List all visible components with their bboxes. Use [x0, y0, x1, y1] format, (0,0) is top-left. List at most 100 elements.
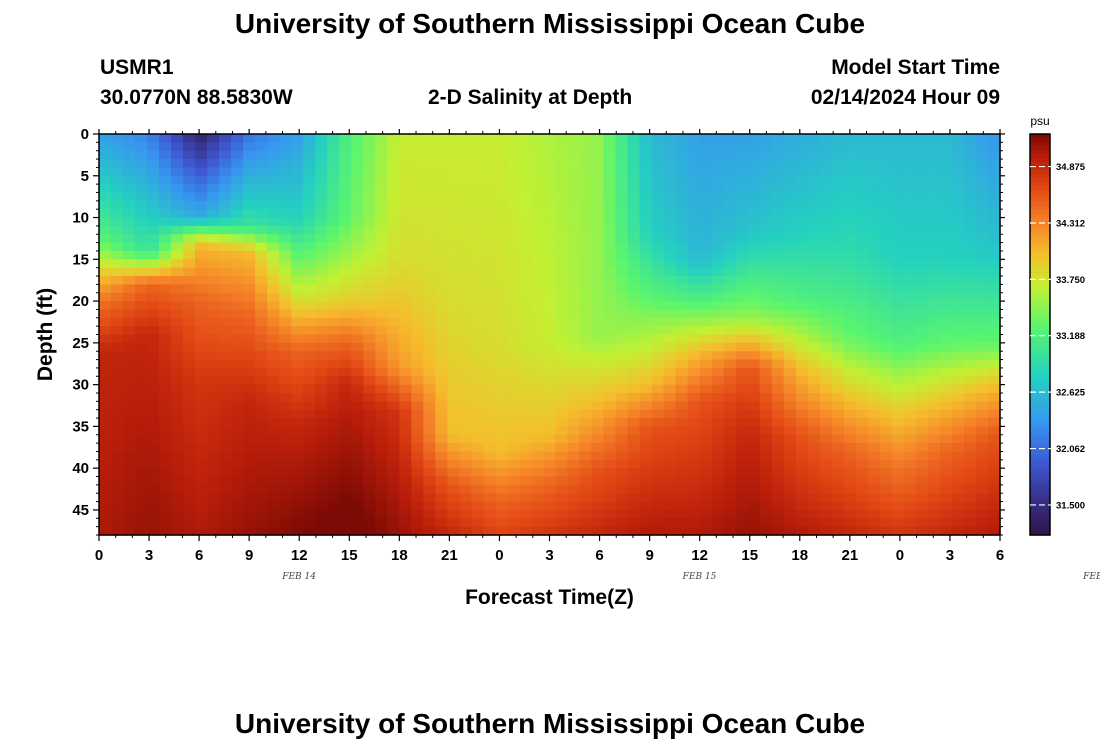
heatmap-cell — [399, 518, 412, 528]
heatmap-cell — [183, 309, 196, 319]
heatmap-cell — [363, 284, 376, 294]
heatmap-cell — [279, 309, 292, 319]
heatmap-cell — [579, 167, 593, 177]
heatmap-cell — [363, 342, 376, 352]
heatmap-cell — [591, 501, 605, 511]
heatmap-cell — [327, 518, 340, 528]
heatmap-cell — [123, 284, 136, 294]
heatmap-cell — [639, 150, 653, 160]
heatmap-cell — [435, 209, 448, 219]
y-tick-label: 15 — [72, 251, 89, 268]
heatmap-cell — [855, 150, 869, 160]
heatmap-cell — [711, 292, 725, 302]
heatmap-cell — [447, 150, 460, 160]
heatmap-cell — [279, 468, 292, 478]
heatmap-cell — [327, 234, 340, 244]
heatmap-cell — [243, 192, 256, 202]
heatmap-cell — [231, 200, 244, 210]
heatmap-cell — [663, 284, 677, 294]
heatmap-cell — [159, 392, 172, 402]
heatmap-cell — [591, 317, 605, 327]
heatmap-cell — [255, 418, 268, 427]
colorbar-swatch — [1030, 254, 1050, 259]
heatmap-cell — [267, 342, 280, 352]
heatmap-cell — [123, 250, 136, 260]
heatmap-cell — [363, 326, 376, 336]
heatmap-cell — [591, 217, 605, 227]
heatmap-cell — [171, 518, 184, 528]
heatmap-cell — [519, 150, 533, 160]
heatmap-cell — [99, 209, 112, 219]
heatmap-cell — [195, 468, 208, 478]
heatmap-cell — [903, 367, 917, 377]
heatmap-cell — [795, 476, 809, 486]
heatmap-cell — [375, 509, 388, 519]
heatmap-cell — [531, 209, 545, 219]
heatmap-cell — [615, 367, 629, 377]
heatmap-cell — [111, 459, 124, 469]
heatmap-cell — [435, 509, 448, 519]
heatmap-cell — [327, 159, 340, 169]
heatmap-cell — [819, 509, 833, 519]
heatmap-cell — [195, 250, 208, 260]
heatmap-cell — [687, 326, 701, 336]
heatmap-cell — [831, 392, 845, 402]
heatmap-cell — [231, 284, 244, 294]
heatmap-cell — [843, 150, 857, 160]
heatmap-cell — [819, 284, 833, 294]
heatmap-cell — [171, 459, 184, 469]
heatmap-cell — [771, 250, 785, 260]
heatmap-cell — [951, 184, 965, 194]
heatmap-cell — [591, 225, 605, 235]
heatmap-cell — [123, 200, 136, 210]
heatmap-cell — [147, 150, 160, 160]
heatmap-cell — [423, 234, 436, 244]
heatmap-cell — [195, 184, 208, 194]
heatmap-cell — [339, 192, 352, 202]
heatmap-cell — [123, 175, 136, 185]
heatmap-cell — [591, 342, 605, 352]
heatmap-cell — [771, 167, 785, 177]
heatmap-cell — [399, 418, 412, 427]
heatmap-cell — [159, 434, 172, 444]
heatmap-cell — [675, 418, 689, 427]
heatmap-cell — [303, 284, 316, 294]
heatmap-cell — [543, 359, 557, 369]
heatmap-cell — [783, 301, 797, 311]
heatmap-cell — [327, 443, 340, 453]
heatmap-cell — [951, 459, 965, 469]
heatmap-cell — [579, 225, 593, 235]
heatmap-cell — [303, 217, 316, 227]
heatmap-cell — [219, 476, 232, 486]
heatmap-cell — [339, 468, 352, 478]
heatmap-cell — [975, 468, 989, 478]
heatmap-cell — [843, 142, 857, 152]
heatmap-cell — [351, 134, 364, 143]
heatmap-cell — [795, 159, 809, 169]
heatmap-cell — [267, 468, 280, 478]
heatmap-cell — [927, 292, 941, 302]
heatmap-cell — [279, 192, 292, 202]
heatmap-cell — [99, 200, 112, 210]
heatmap-cell — [663, 526, 677, 536]
heatmap-cell — [231, 476, 244, 486]
heatmap-cell — [387, 518, 400, 528]
heatmap-cell — [831, 468, 845, 478]
heatmap-cell — [435, 200, 448, 210]
heatmap-cell — [651, 259, 665, 269]
heatmap-cell — [135, 384, 148, 394]
heatmap-cell — [591, 292, 605, 302]
colorbar-swatch — [1030, 330, 1050, 336]
heatmap-cell — [843, 359, 857, 369]
heatmap-cell — [663, 209, 677, 219]
heatmap-cell — [915, 242, 929, 252]
heatmap-cell — [375, 242, 388, 252]
heatmap-cell — [771, 159, 785, 169]
heatmap-cell — [159, 418, 172, 427]
heatmap-cell — [303, 192, 316, 202]
heatmap-cell — [663, 468, 677, 478]
heatmap-cell — [687, 334, 701, 344]
heatmap-cell — [675, 342, 689, 352]
heatmap-cell — [615, 250, 629, 260]
